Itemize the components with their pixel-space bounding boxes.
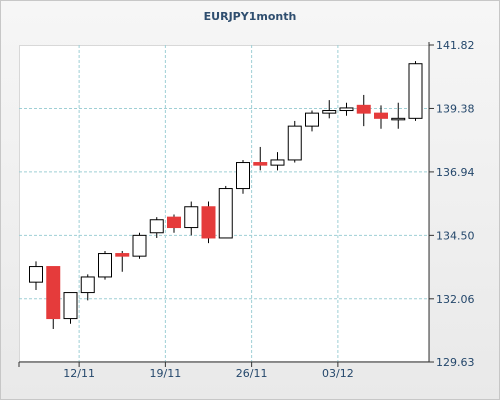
candle-body-up (132, 234, 147, 257)
candle-body-up (184, 206, 199, 229)
candle-body-up (305, 112, 319, 127)
candle-body-up (408, 63, 423, 119)
candle-body-up (339, 107, 354, 112)
x-tick-label: 19/11 (150, 367, 182, 380)
candle-body-down (46, 266, 61, 320)
candle-body-up (29, 266, 43, 283)
candle-body-down (356, 104, 371, 114)
candle-body-up (287, 125, 302, 161)
candle-body-up (218, 188, 233, 239)
candle-body-down (374, 112, 388, 119)
candle-body-down (201, 206, 216, 239)
x-tick-label: 03/12 (322, 367, 354, 380)
chart-title: EURJPY1month (203, 10, 297, 23)
candle-body-down (253, 162, 268, 166)
y-tick-label: 132.06 (436, 293, 475, 306)
y-tick-label: 136.94 (436, 166, 475, 179)
candle-body-up (270, 159, 285, 166)
x-tick-label: 12/11 (63, 367, 95, 380)
candle-body-up (63, 292, 78, 320)
y-tick-label: 134.50 (436, 229, 475, 242)
y-tick-label: 129.63 (436, 356, 475, 369)
candle-body-down (167, 216, 181, 229)
candle-body-up (149, 219, 164, 234)
x-tick-label: 26/11 (236, 367, 268, 380)
y-tick-label: 141.82 (436, 39, 475, 52)
candle-body-up (98, 253, 112, 278)
candle-body-up (322, 110, 337, 114)
candle-body-up (80, 276, 95, 294)
candle-body-up (236, 162, 250, 190)
candle-body-down (115, 253, 130, 257)
y-tick-label: 139.38 (436, 102, 475, 115)
candle-body-up (391, 117, 406, 121)
